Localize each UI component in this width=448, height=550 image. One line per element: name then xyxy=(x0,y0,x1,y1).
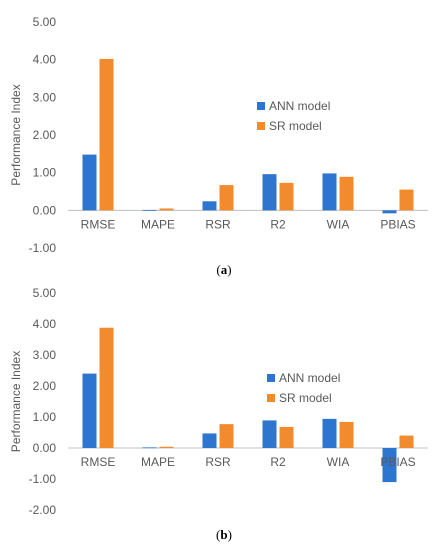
bar-chart-a: -1.00 0.00 1.00 2.00 3.00 4.00 5.00 Performance… xyxy=(9,15,428,255)
chart-a-ytick-label: 0.00 xyxy=(33,203,57,217)
caption-a-close: ) xyxy=(227,262,232,277)
chart-b-ytick-label: -2.00 xyxy=(29,503,57,517)
chart-a-bar-ann-r2 xyxy=(262,174,277,211)
chart-b-category-label: MAPE xyxy=(141,455,175,469)
chart-a-bar-ann-wia xyxy=(322,173,337,211)
caption-a: (a) xyxy=(0,262,448,278)
chart-a-bar-sr-rsr xyxy=(219,185,234,211)
chart-a-ytick-label: 4.00 xyxy=(33,53,57,67)
chart-a-bar-sr-rmse xyxy=(99,58,114,211)
chart-a-bar-sr-wia xyxy=(339,176,354,211)
chart-a-bar-ann-mape xyxy=(142,209,157,211)
chart-b-ytick-label: 0.00 xyxy=(33,441,57,455)
chart-b-ytick-label: 5.00 xyxy=(33,286,57,300)
chart-b-bar-ann-rsr xyxy=(202,433,217,448)
chart-b-bar-ann-mape xyxy=(142,447,157,449)
chart-a-category-label: R2 xyxy=(270,217,286,231)
chart-b-bar-ann-rmse xyxy=(82,373,97,448)
chart-b-bar-sr-pbias xyxy=(399,435,414,448)
chart-b-ytick-label: 1.00 xyxy=(33,410,57,424)
chart-a-legend-label: ANN model xyxy=(269,99,330,113)
chart-a-legend-swatch xyxy=(257,122,265,130)
chart-b-category-label: R2 xyxy=(270,455,286,469)
chart-b-bar-sr-mape xyxy=(159,446,174,448)
chart-b-bar-sr-r2 xyxy=(279,426,294,448)
caption-b: (b) xyxy=(0,527,448,543)
chart-a-bar-ann-pbias xyxy=(382,210,397,214)
chart-a-legend-swatch xyxy=(257,102,265,110)
chart-b-bar-sr-rsr xyxy=(219,424,234,448)
chart-a-ytick-label: 3.00 xyxy=(33,90,57,104)
chart-b-bar-sr-wia xyxy=(339,421,354,448)
chart-a-bar-ann-rsr xyxy=(202,201,217,211)
chart-b-ytick-label: 4.00 xyxy=(33,317,57,331)
chart-a-category-label: WIA xyxy=(327,217,350,231)
chart-a-bar-sr-pbias xyxy=(399,189,414,211)
chart-b-bar-ann-r2 xyxy=(262,420,277,448)
chart-a-category-label: RMSE xyxy=(81,217,116,231)
chart-b-ytick-label: 3.00 xyxy=(33,348,57,362)
caption-b-open: ( xyxy=(216,527,221,542)
chart-panel-a: -1.00 0.00 1.00 2.00 3.00 4.00 5.00 Performance… xyxy=(0,0,448,260)
chart-b-ytick-label: 2.00 xyxy=(33,379,57,393)
chart-b-legend-swatch xyxy=(267,374,275,382)
chart-b-category-label: RMSE xyxy=(81,455,116,469)
chart-b-bar-ann-wia xyxy=(322,418,337,448)
chart-a-ytick-label: 2.00 xyxy=(33,128,57,142)
caption-b-label: b xyxy=(220,527,228,542)
caption-a-label: a xyxy=(220,262,228,277)
bar-chart-b: -2.00 -1.00 0.00 1.00 2.00 3.00 4.00 5.00 Perfor… xyxy=(9,286,428,517)
chart-b-legend-label: ANN model xyxy=(279,371,340,385)
chart-a-category-label: RSR xyxy=(205,217,231,231)
caption-a-open: ( xyxy=(216,262,221,277)
chart-b-ylabel: Performance Index xyxy=(9,351,23,452)
chart-b-legend-swatch xyxy=(267,394,275,402)
chart-b-category-label: RSR xyxy=(205,455,231,469)
caption-b-close: ) xyxy=(227,527,232,542)
chart-b-bar-sr-rmse xyxy=(99,327,114,448)
chart-a-ytick-label: 1.00 xyxy=(33,166,57,180)
chart-b-category-label: PBIAS xyxy=(380,455,415,469)
chart-b-bar-ann-pbias xyxy=(382,448,397,483)
chart-a-ytick-label: 5.00 xyxy=(33,15,57,29)
chart-b-legend-label: SR model xyxy=(279,391,332,405)
chart-b-ytick-label: -1.00 xyxy=(29,472,57,486)
chart-a-category-label: MAPE xyxy=(141,217,175,231)
chart-a-legend-label: SR model xyxy=(269,119,322,133)
chart-a-ylabel: Performance Index xyxy=(9,84,23,185)
chart-b-category-label: WIA xyxy=(327,455,350,469)
chart-a-bar-ann-rmse xyxy=(82,154,97,211)
chart-a-bar-sr-r2 xyxy=(279,182,294,211)
chart-panel-b: -2.00 -1.00 0.00 1.00 2.00 3.00 4.00 5.00 Perfor… xyxy=(0,278,448,518)
chart-a-ytick-label: -1.00 xyxy=(29,241,57,255)
chart-a-bar-sr-mape xyxy=(159,208,174,211)
chart-a-category-label: PBIAS xyxy=(380,217,415,231)
